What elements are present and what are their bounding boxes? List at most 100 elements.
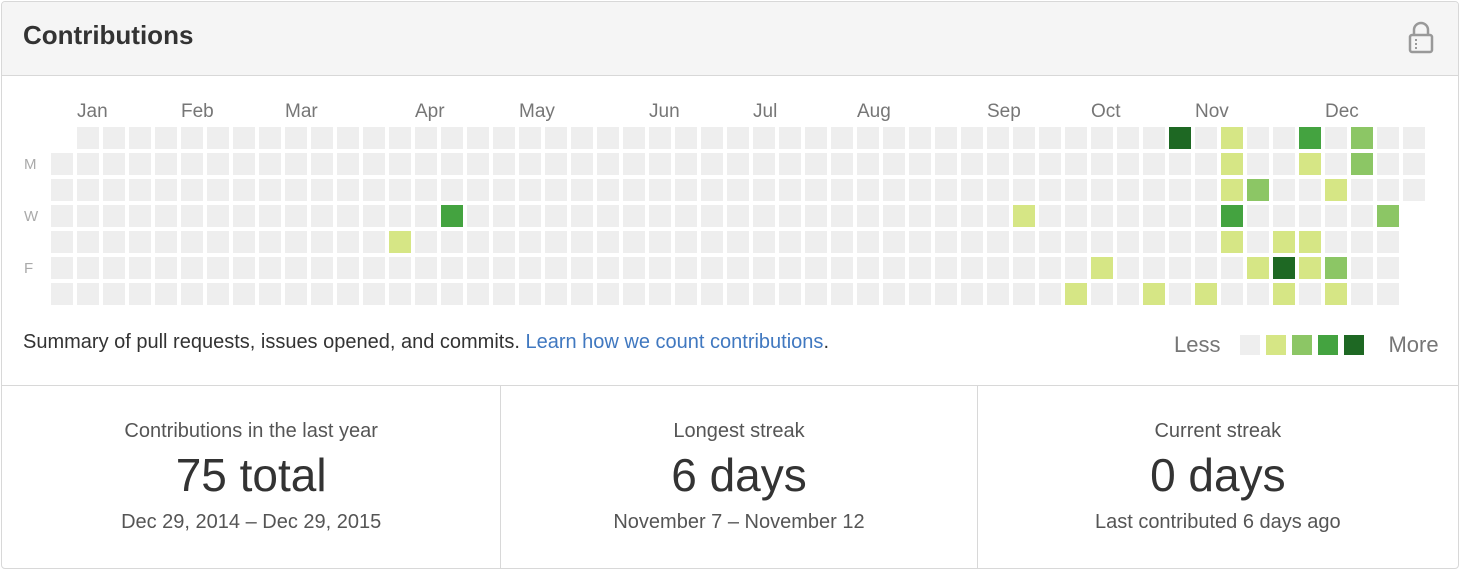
day-cell <box>207 127 229 149</box>
day-cell <box>805 283 827 305</box>
learn-link[interactable]: Learn how we count contributions <box>525 331 824 353</box>
month-label: Aug <box>857 101 891 122</box>
day-cell <box>623 283 645 305</box>
stat-value: 6 days <box>671 449 807 501</box>
day-cell <box>1377 205 1399 227</box>
day-cell <box>545 257 567 279</box>
day-cell <box>571 179 593 201</box>
day-cell <box>909 257 931 279</box>
day-cell <box>363 205 385 227</box>
day-cell <box>1039 283 1061 305</box>
day-cell <box>805 153 827 175</box>
day-cell <box>1273 283 1295 305</box>
day-cell <box>1013 153 1035 175</box>
day-cell <box>649 231 671 253</box>
day-cell <box>935 127 957 149</box>
day-cell <box>519 205 541 227</box>
day-cell <box>571 153 593 175</box>
day-cell <box>129 205 151 227</box>
day-cell <box>1247 153 1269 175</box>
day-cell <box>389 231 411 253</box>
day-cell <box>181 231 203 253</box>
stat-label: Longest streak <box>673 420 805 442</box>
summary-end: . <box>823 331 829 353</box>
day-cell <box>1013 231 1035 253</box>
day-cell <box>623 205 645 227</box>
day-cell <box>909 231 931 253</box>
day-cell <box>753 231 775 253</box>
day-cell <box>493 179 515 201</box>
day-cell <box>1143 127 1165 149</box>
day-cell <box>1013 205 1035 227</box>
day-cell <box>805 179 827 201</box>
legend-more: More <box>1388 332 1439 357</box>
day-cell <box>779 283 801 305</box>
day-cell <box>207 257 229 279</box>
day-cell <box>1325 153 1347 175</box>
stat-label: Current streak <box>1154 420 1282 442</box>
day-cell <box>337 127 359 149</box>
day-cell <box>597 127 619 149</box>
day-cell <box>1013 127 1035 149</box>
day-cell <box>1117 179 1139 201</box>
day-cell <box>519 153 541 175</box>
day-cell <box>597 179 619 201</box>
day-cell <box>753 179 775 201</box>
day-cell <box>779 205 801 227</box>
day-cell <box>311 283 333 305</box>
day-cell <box>1169 231 1191 253</box>
day-cell <box>181 127 203 149</box>
day-cell <box>1351 127 1373 149</box>
day-cell <box>987 179 1009 201</box>
day-cell <box>805 257 827 279</box>
legend-swatch <box>1318 335 1339 355</box>
day-cell <box>155 257 177 279</box>
day-cell <box>857 231 879 253</box>
day-cell <box>1351 257 1373 279</box>
day-cell <box>1091 153 1113 175</box>
day-cell <box>155 153 177 175</box>
day-cell <box>987 205 1009 227</box>
day-cell <box>727 283 749 305</box>
day-cell <box>701 127 723 149</box>
day-cell <box>1169 179 1191 201</box>
day-label: W <box>24 208 39 225</box>
day-cell <box>1117 127 1139 149</box>
day-cell <box>675 283 697 305</box>
day-cell <box>961 205 983 227</box>
day-cell <box>1195 231 1217 253</box>
day-cell <box>1273 179 1295 201</box>
day-cell <box>415 205 437 227</box>
day-cell <box>1039 153 1061 175</box>
day-cell <box>1221 205 1243 227</box>
stats: Contributions in the last year 75 total De… <box>2 385 1458 568</box>
day-cell <box>727 231 749 253</box>
day-cell <box>1065 231 1087 253</box>
day-cell <box>311 205 333 227</box>
legend-swatches <box>1240 335 1370 355</box>
day-cell <box>1091 257 1113 279</box>
day-cell <box>831 179 853 201</box>
day-cell <box>1195 179 1217 201</box>
day-cell <box>727 257 749 279</box>
day-cell <box>181 205 203 227</box>
day-cell <box>103 179 125 201</box>
day-cell <box>259 127 281 149</box>
day-cell <box>155 127 177 149</box>
day-cell <box>207 205 229 227</box>
day-cell <box>909 179 931 201</box>
day-cell <box>1325 257 1347 279</box>
day-cell <box>857 283 879 305</box>
day-cell <box>233 231 255 253</box>
day-cell <box>337 179 359 201</box>
day-cell <box>415 283 437 305</box>
day-cell <box>467 257 489 279</box>
day-cell <box>1247 231 1269 253</box>
day-cell <box>779 153 801 175</box>
stat-range: November 7 – November 12 <box>613 511 865 533</box>
day-cell <box>1351 179 1373 201</box>
day-cell <box>935 231 957 253</box>
day-cell <box>233 205 255 227</box>
day-cell <box>467 283 489 305</box>
